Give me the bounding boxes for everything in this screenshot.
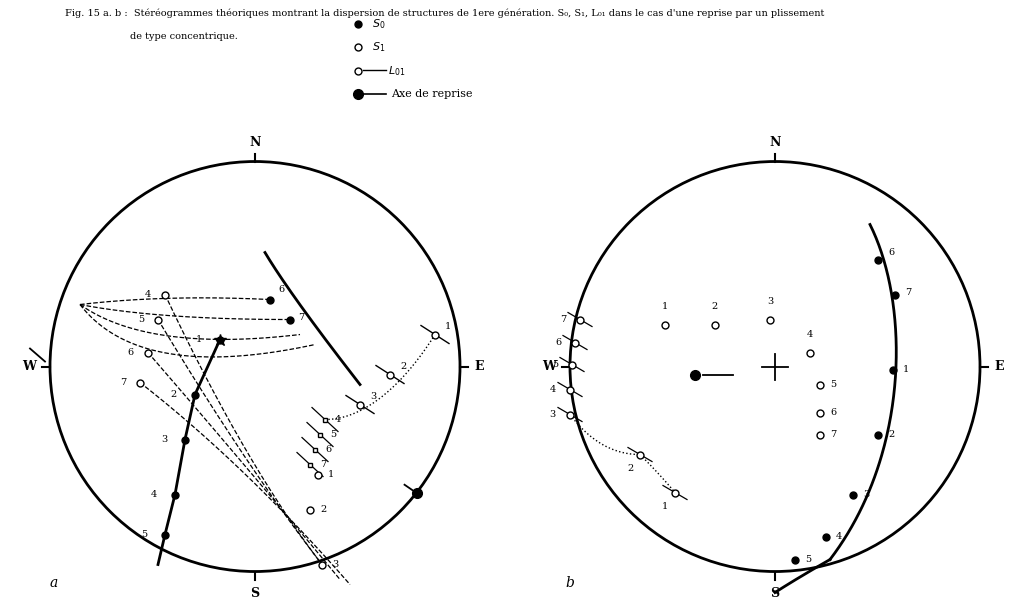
Text: 4: 4 [144, 290, 151, 299]
Text: 2: 2 [320, 505, 326, 514]
Text: 1: 1 [662, 302, 668, 310]
Text: 5: 5 [552, 360, 558, 369]
Text: 3: 3 [332, 560, 338, 569]
Text: $S_1$: $S_1$ [372, 40, 385, 54]
Text: 5: 5 [805, 555, 811, 564]
Text: 4: 4 [807, 329, 813, 338]
Text: 1: 1 [445, 321, 451, 330]
Text: 7: 7 [298, 313, 304, 321]
Text: 1: 1 [903, 365, 909, 374]
Text: 3: 3 [767, 297, 773, 305]
Text: 6: 6 [325, 445, 331, 454]
Text: S: S [251, 586, 260, 600]
Text: W: W [542, 360, 556, 373]
Text: E: E [474, 360, 484, 373]
Text: 4: 4 [151, 490, 157, 499]
Text: 6: 6 [128, 348, 134, 357]
Text: 2: 2 [626, 463, 633, 472]
Text: 7: 7 [320, 460, 326, 469]
Text: 3: 3 [370, 392, 377, 400]
Text: 7: 7 [559, 315, 566, 324]
Text: 4: 4 [550, 385, 556, 394]
Text: 3: 3 [161, 435, 167, 444]
Text: 3: 3 [550, 410, 556, 419]
Text: 6: 6 [278, 285, 284, 294]
Text: 2: 2 [170, 390, 178, 399]
Text: 4: 4 [335, 415, 342, 424]
Text: Axe de reprise: Axe de reprise [391, 89, 473, 99]
Text: 7: 7 [120, 378, 126, 387]
Text: 2: 2 [712, 302, 718, 310]
Text: S: S [771, 586, 779, 600]
Text: 2: 2 [888, 430, 895, 439]
Text: $L_{01}$: $L_{01}$ [388, 64, 406, 78]
Text: de type concentrique.: de type concentrique. [130, 32, 237, 41]
Text: 6: 6 [555, 338, 561, 347]
Text: 3: 3 [863, 490, 869, 499]
Text: 4: 4 [836, 532, 842, 541]
Text: 1: 1 [662, 501, 668, 510]
Text: W: W [22, 360, 36, 373]
Text: 6: 6 [830, 408, 836, 417]
Text: 5: 5 [330, 430, 336, 439]
Text: 1: 1 [328, 470, 334, 479]
Text: b: b [565, 575, 574, 589]
Text: 5: 5 [830, 380, 836, 389]
Text: Fig. 15 a. b :  Stéréogrammes théoriques montrant la dispersion de structures de: Fig. 15 a. b : Stéréogrammes théoriques … [65, 8, 825, 18]
Text: $S_0$: $S_0$ [372, 17, 385, 31]
Text: N: N [250, 135, 261, 149]
Text: 7: 7 [830, 430, 836, 439]
Text: E: E [994, 360, 1003, 373]
Text: 6: 6 [888, 247, 894, 256]
Text: 5: 5 [138, 315, 144, 324]
Text: N: N [769, 135, 780, 149]
Text: 5: 5 [141, 530, 147, 539]
Text: 7: 7 [905, 288, 911, 297]
Text: 2: 2 [400, 362, 407, 370]
Text: a: a [50, 575, 58, 589]
Text: 1: 1 [196, 335, 202, 344]
